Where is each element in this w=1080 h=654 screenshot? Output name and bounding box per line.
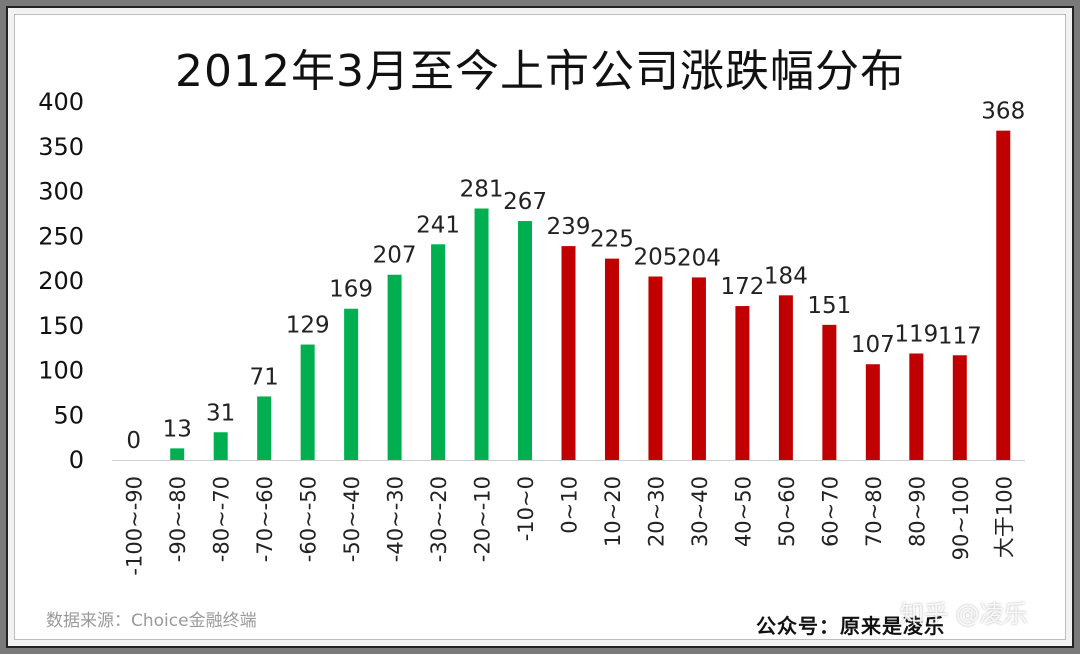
x-tick-label: -100~-90 — [123, 476, 147, 576]
data-label: 267 — [503, 189, 547, 215]
bar-9 — [518, 221, 533, 460]
bar-19 — [952, 355, 967, 460]
x-tick-label: 40~50 — [731, 476, 755, 547]
data-label: 107 — [851, 332, 895, 358]
y-tick-label: 0 — [69, 446, 84, 474]
data-label: 184 — [764, 263, 808, 289]
bar-3 — [257, 396, 272, 460]
data-label: 169 — [329, 277, 373, 303]
data-label: 241 — [416, 212, 460, 238]
x-tick-label: -20~-10 — [471, 476, 495, 562]
y-tick-label: 50 — [53, 401, 84, 429]
data-label: 129 — [286, 313, 330, 339]
y-tick-label: 400 — [38, 88, 84, 116]
y-tick-label: 300 — [38, 178, 84, 206]
bar-10 — [561, 246, 576, 460]
x-tick-label: 0~10 — [558, 476, 582, 534]
y-tick-label: 250 — [38, 222, 84, 250]
bar-14 — [735, 306, 750, 460]
x-tick-label: 20~30 — [644, 476, 668, 547]
data-label: 0 — [126, 428, 141, 454]
chart-frame — [6, 6, 1074, 648]
bar-13 — [691, 277, 706, 460]
x-tick-label: -30~-20 — [427, 476, 451, 562]
data-label: 204 — [677, 245, 721, 271]
x-tick-label: -60~-50 — [297, 476, 321, 562]
x-tick-label: 60~70 — [818, 476, 842, 547]
bar-18 — [909, 353, 924, 460]
data-label: 31 — [206, 400, 235, 426]
chart-panel — [14, 14, 1066, 640]
bar-8 — [474, 208, 489, 460]
x-tick-label: -70~-60 — [253, 476, 277, 562]
bar-2 — [213, 432, 228, 460]
bar-5 — [344, 308, 359, 460]
data-label: 205 — [633, 245, 677, 271]
data-label: 151 — [807, 293, 851, 319]
y-tick-label: 350 — [38, 133, 84, 161]
watermark: 知乎 @凌乐 — [900, 600, 1028, 628]
y-tick-label: 200 — [38, 267, 84, 295]
data-label: 281 — [460, 177, 504, 203]
bar-1 — [170, 448, 185, 460]
x-tick-label: -40~-30 — [384, 476, 408, 562]
data-source-note: 数据来源：Choice金融终端 — [46, 611, 257, 631]
x-tick-label: 30~40 — [688, 476, 712, 547]
y-tick-label: 100 — [38, 357, 84, 385]
chart-title: 2012年3月至今上市公司涨跌幅分布 — [175, 46, 905, 97]
data-label: 71 — [250, 364, 279, 390]
bar-7 — [431, 244, 446, 460]
x-tick-label: -50~-40 — [340, 476, 364, 562]
data-label: 225 — [590, 227, 634, 253]
x-tick-label: -90~-80 — [166, 476, 190, 562]
y-tick-label: 150 — [38, 312, 84, 340]
data-label: 117 — [938, 323, 982, 349]
bar-16 — [822, 324, 837, 460]
bar-20 — [996, 130, 1011, 460]
x-tick-label: 50~60 — [775, 476, 799, 547]
data-label: 119 — [894, 321, 938, 347]
data-label: 172 — [720, 274, 764, 300]
bar-17 — [865, 364, 880, 460]
data-label: 239 — [547, 214, 591, 240]
data-label: 13 — [163, 416, 192, 442]
x-tick-label: -10~0 — [514, 476, 538, 541]
x-tick-label: 大于100 — [992, 476, 1016, 558]
x-tick-label: 90~100 — [949, 476, 973, 560]
bar-15 — [778, 295, 793, 460]
x-tick-label: -80~-70 — [210, 476, 234, 562]
x-tick-label: 70~80 — [862, 476, 886, 547]
bar-11 — [604, 258, 619, 460]
bar-4 — [300, 344, 315, 460]
bar-6 — [387, 274, 402, 460]
bar-12 — [648, 276, 663, 460]
x-tick-label: 80~90 — [905, 476, 929, 547]
data-label: 368 — [981, 99, 1025, 125]
x-tick-label: 10~20 — [601, 476, 625, 547]
account-credit: 公众号：原来是凌乐 — [756, 614, 945, 638]
data-label: 207 — [373, 243, 417, 269]
